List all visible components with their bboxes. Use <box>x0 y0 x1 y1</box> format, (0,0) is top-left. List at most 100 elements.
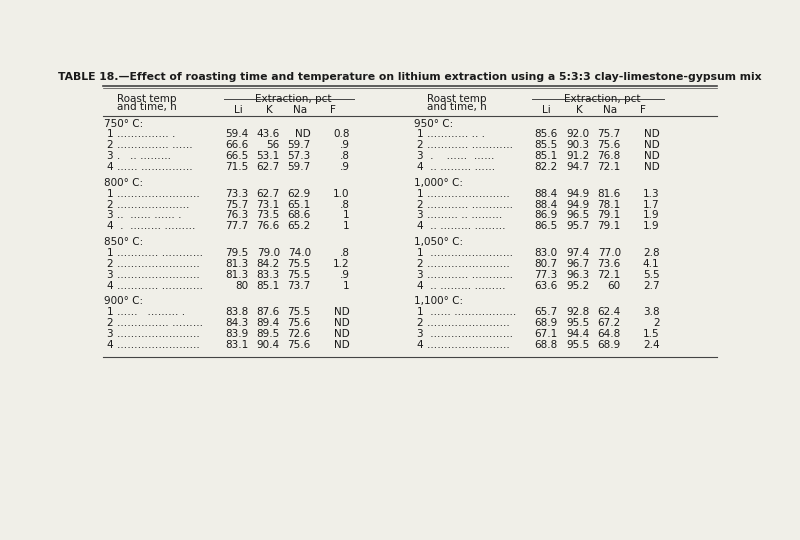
Text: 66.5: 66.5 <box>226 151 249 161</box>
Text: 2 …………… ………: 2 …………… ……… <box>107 318 203 328</box>
Text: 73.6: 73.6 <box>598 259 621 269</box>
Text: 72.1: 72.1 <box>598 163 621 172</box>
Text: 1.9: 1.9 <box>643 211 659 220</box>
Text: 82.2: 82.2 <box>534 163 558 172</box>
Text: 66.6: 66.6 <box>226 140 249 151</box>
Text: 1 ………… …………: 1 ………… ………… <box>107 248 203 258</box>
Text: .8: .8 <box>339 151 350 161</box>
Text: 79.0: 79.0 <box>257 248 280 258</box>
Text: 95.5: 95.5 <box>566 318 590 328</box>
Text: 3 .   .. ………: 3 . .. ……… <box>107 151 171 161</box>
Text: 88.4: 88.4 <box>534 200 558 210</box>
Text: 80: 80 <box>236 281 249 291</box>
Text: 1  ……………………: 1 …………………… <box>417 248 513 258</box>
Text: 87.6: 87.6 <box>257 307 280 317</box>
Text: 73.1: 73.1 <box>257 200 280 210</box>
Text: 2.7: 2.7 <box>643 281 659 291</box>
Text: 78.1: 78.1 <box>598 200 621 210</box>
Text: 94.9: 94.9 <box>566 188 590 199</box>
Text: F: F <box>330 105 335 115</box>
Text: 83.8: 83.8 <box>226 307 249 317</box>
Text: 72.1: 72.1 <box>598 269 621 280</box>
Text: 73.5: 73.5 <box>257 211 280 220</box>
Text: .9: .9 <box>339 269 350 280</box>
Text: 74.0: 74.0 <box>288 248 310 258</box>
Text: 3 ..  …… …… .: 3 .. …… …… . <box>107 211 182 220</box>
Text: 83.3: 83.3 <box>257 269 280 280</box>
Text: ND: ND <box>334 307 350 317</box>
Text: K: K <box>266 105 272 115</box>
Text: 1.7: 1.7 <box>643 200 659 210</box>
Text: 68.8: 68.8 <box>534 340 558 350</box>
Text: 79.1: 79.1 <box>598 221 621 232</box>
Text: 95.2: 95.2 <box>566 281 590 291</box>
Text: 79.5: 79.5 <box>226 248 249 258</box>
Text: 89.5: 89.5 <box>257 329 280 339</box>
Text: 96.5: 96.5 <box>566 211 590 220</box>
Text: 90.3: 90.3 <box>566 140 590 151</box>
Text: 2 ……………………: 2 …………………… <box>417 259 510 269</box>
Text: 96.3: 96.3 <box>566 269 590 280</box>
Text: 73.7: 73.7 <box>287 281 310 291</box>
Text: and time, h: and time, h <box>426 102 486 112</box>
Text: 1,000° C:: 1,000° C: <box>414 178 463 188</box>
Text: 2.4: 2.4 <box>643 340 659 350</box>
Text: 4 ……………………: 4 …………………… <box>417 340 510 350</box>
Text: Extraction, pct: Extraction, pct <box>564 94 641 104</box>
Text: 63.6: 63.6 <box>534 281 558 291</box>
Text: 1.3: 1.3 <box>643 188 659 199</box>
Text: 65.2: 65.2 <box>287 221 310 232</box>
Text: Roast temp: Roast temp <box>117 94 176 104</box>
Text: 750° C:: 750° C: <box>104 119 143 129</box>
Text: 43.6: 43.6 <box>257 130 280 139</box>
Text: 950° C:: 950° C: <box>414 119 453 129</box>
Text: 2.8: 2.8 <box>643 248 659 258</box>
Text: 67.2: 67.2 <box>598 318 621 328</box>
Text: 1.9: 1.9 <box>643 221 659 232</box>
Text: 2 …………………: 2 ………………… <box>107 200 190 210</box>
Text: 96.7: 96.7 <box>566 259 590 269</box>
Text: Li: Li <box>542 105 550 115</box>
Text: 77.7: 77.7 <box>226 221 249 232</box>
Text: .8: .8 <box>339 200 350 210</box>
Text: 81.3: 81.3 <box>226 269 249 280</box>
Text: 2: 2 <box>653 318 659 328</box>
Text: 75.7: 75.7 <box>226 200 249 210</box>
Text: 92.0: 92.0 <box>566 130 590 139</box>
Text: 75.6: 75.6 <box>287 340 310 350</box>
Text: 94.4: 94.4 <box>566 329 590 339</box>
Text: 76.3: 76.3 <box>226 211 249 220</box>
Text: ND: ND <box>295 130 310 139</box>
Text: 2 ………… …………: 2 ………… ………… <box>417 200 513 210</box>
Text: 1 …………… .: 1 …………… . <box>107 130 175 139</box>
Text: 95.7: 95.7 <box>566 221 590 232</box>
Text: 4 ………… …………: 4 ………… ………… <box>107 281 203 291</box>
Text: ND: ND <box>644 151 659 161</box>
Text: ND: ND <box>334 329 350 339</box>
Text: 86.5: 86.5 <box>534 221 558 232</box>
Text: 77.0: 77.0 <box>598 248 621 258</box>
Text: 67.1: 67.1 <box>534 329 558 339</box>
Text: 75.5: 75.5 <box>287 259 310 269</box>
Text: 83.1: 83.1 <box>226 340 249 350</box>
Text: 86.9: 86.9 <box>534 211 558 220</box>
Text: 85.6: 85.6 <box>534 130 558 139</box>
Text: Extraction, pct: Extraction, pct <box>254 94 331 104</box>
Text: 800° C:: 800° C: <box>104 178 143 188</box>
Text: 4  .. ……… ………: 4 .. ……… ……… <box>417 281 506 291</box>
Text: 1 ………… .. .: 1 ………… .. . <box>417 130 485 139</box>
Text: 1.2: 1.2 <box>333 259 350 269</box>
Text: Na: Na <box>603 105 617 115</box>
Text: 75.5: 75.5 <box>287 307 310 317</box>
Text: 92.8: 92.8 <box>566 307 590 317</box>
Text: 1: 1 <box>343 281 350 291</box>
Text: 4  .  ……… ………: 4 . ……… ……… <box>107 221 195 232</box>
Text: K: K <box>575 105 582 115</box>
Text: 85.1: 85.1 <box>257 281 280 291</box>
Text: 84.3: 84.3 <box>226 318 249 328</box>
Text: 1 ……………………: 1 …………………… <box>107 188 200 199</box>
Text: Na: Na <box>293 105 307 115</box>
Text: 77.3: 77.3 <box>534 269 558 280</box>
Text: 73.3: 73.3 <box>226 188 249 199</box>
Text: 68.9: 68.9 <box>534 318 558 328</box>
